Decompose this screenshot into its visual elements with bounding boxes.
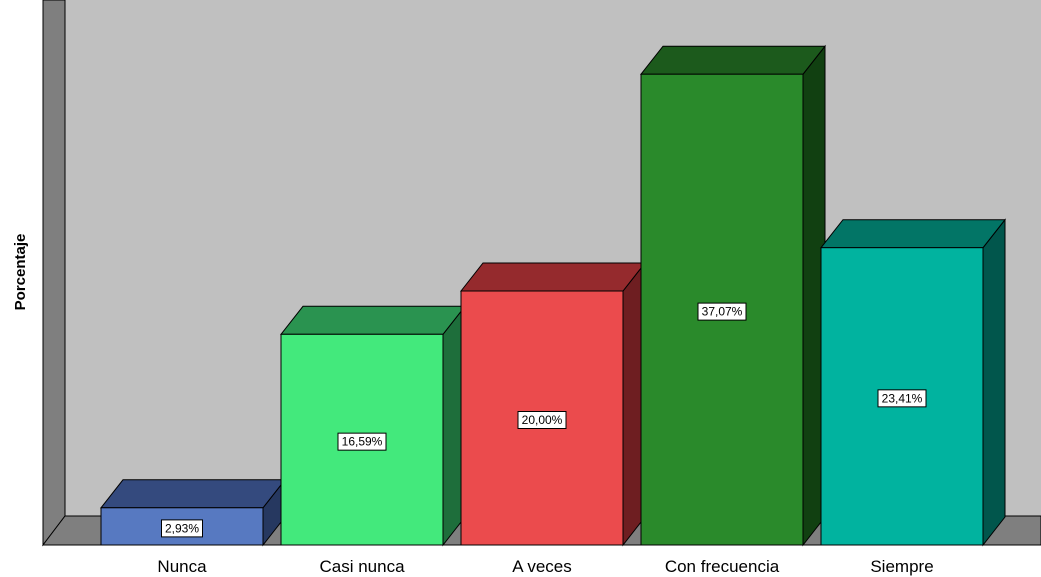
bar-casi-nunca: 16,59%	[279, 304, 467, 547]
bar-nunca: 2,93%	[99, 478, 287, 547]
bar-siempre: 23,41%	[819, 218, 1007, 547]
bar-top-siempre	[819, 219, 1007, 249]
data-label: 16,59%	[342, 435, 383, 449]
bars-group: 2,93% 16,59% 20,00% 37,07% 23,41%	[99, 44, 1007, 547]
data-label: 2,93%	[165, 521, 199, 535]
x-tick-label: Con frecuencia	[665, 557, 780, 576]
x-tick-label: A veces	[512, 557, 572, 576]
bar-a-veces: 20,00%	[459, 261, 647, 547]
x-tick-label: Nunca	[157, 557, 207, 576]
data-label-box	[517, 411, 567, 429]
data-label: 20,00%	[522, 413, 563, 427]
x-tick-label: Casi nunca	[319, 557, 405, 576]
bar-con-frecuencia: 37,07%	[639, 44, 827, 547]
data-label: 23,41%	[882, 391, 923, 405]
bar-top-nunca	[99, 479, 287, 509]
bar-side-siempre	[982, 218, 1006, 547]
data-label-box	[697, 302, 747, 321]
x-tick-labels: Nunca Casi nunca A veces Con frecuencia Siem…	[157, 557, 933, 576]
data-label-box	[161, 519, 203, 538]
data-label-box	[337, 432, 387, 451]
bar-front-casi-nunca	[280, 333, 444, 546]
data-label-box	[877, 389, 927, 408]
bar-top-a-veces	[459, 262, 647, 292]
plot-left-wall	[42, 0, 66, 547]
y-axis-label: Porcentaje	[12, 234, 29, 311]
x-tick-label: Siempre	[870, 557, 933, 576]
data-label: 37,07%	[702, 305, 743, 319]
bar-top-con-frecuencia	[639, 45, 827, 75]
bar-top-casi-nunca	[279, 305, 467, 335]
